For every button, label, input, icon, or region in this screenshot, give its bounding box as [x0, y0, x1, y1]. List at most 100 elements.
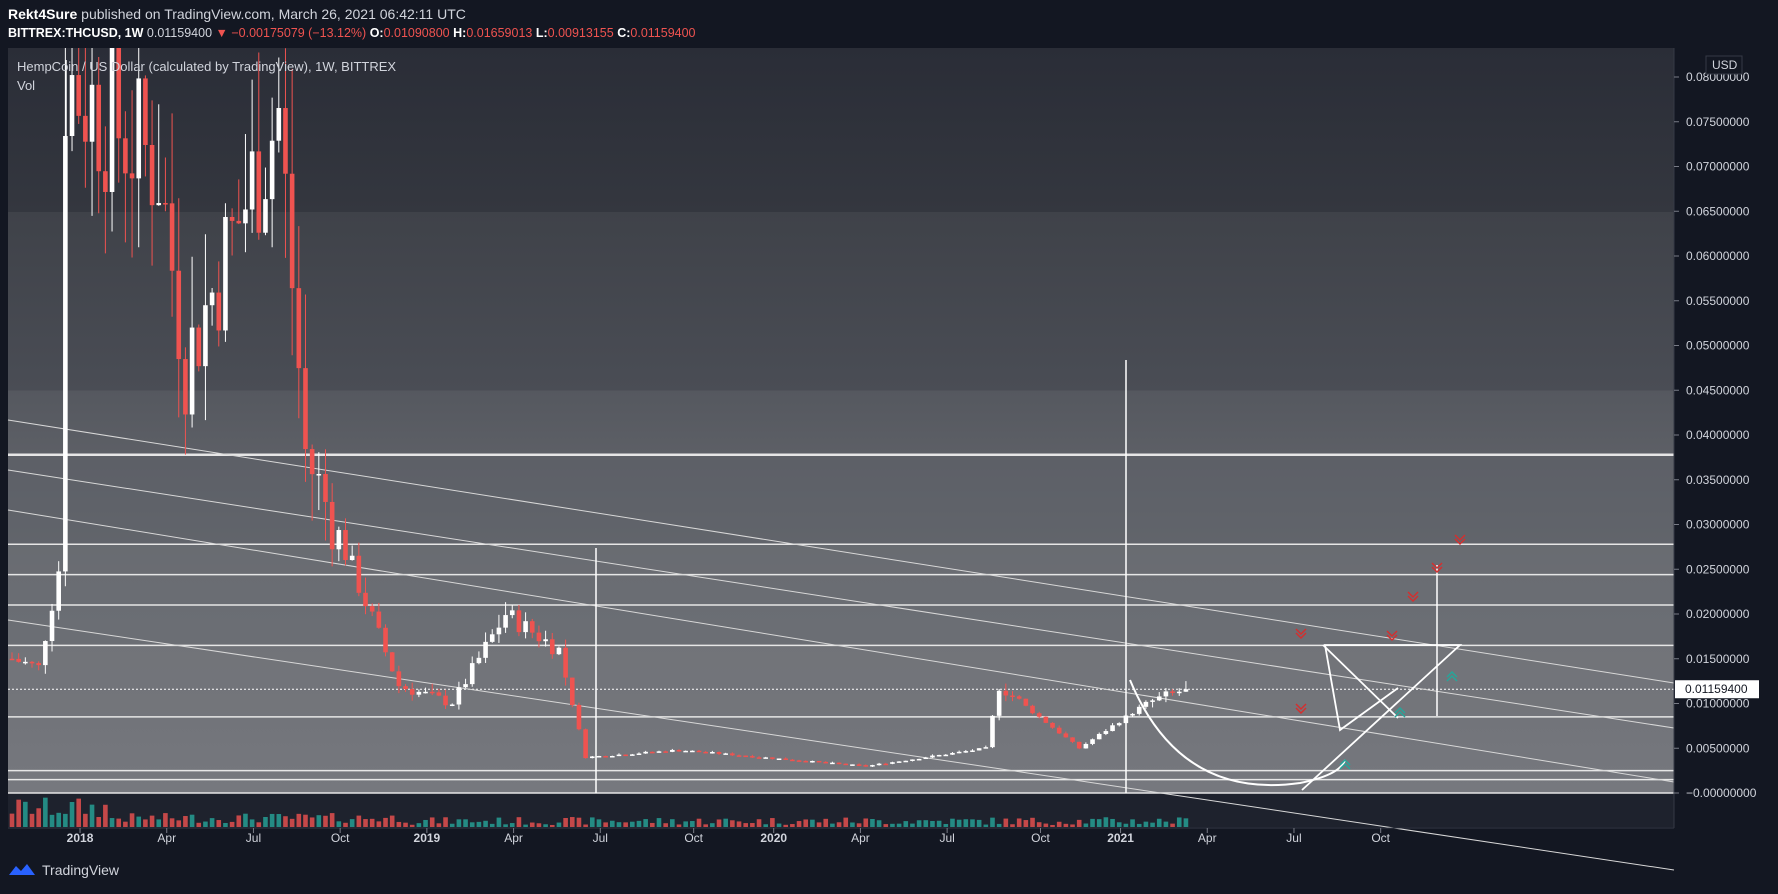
price-tick-label: 0.04000000	[1686, 428, 1750, 442]
published-text: published on TradingView.com, March 26, …	[81, 6, 466, 22]
candle-body	[316, 474, 322, 476]
volume-bar	[690, 821, 695, 827]
candle-body	[169, 203, 175, 271]
candle-body	[89, 84, 95, 142]
volume-bars	[9, 797, 1189, 827]
volume-bar	[169, 818, 175, 827]
volume-bar	[123, 821, 128, 827]
volume-bar	[389, 815, 395, 827]
candle-body	[1130, 713, 1135, 716]
volume-bar	[463, 819, 468, 827]
candle-body	[976, 748, 982, 751]
volume-bar	[189, 814, 195, 827]
volume-bar	[1096, 819, 1102, 827]
price-tick-label: −0.00000000	[1686, 786, 1757, 800]
volume-bar	[776, 823, 782, 827]
close-value: 0.01159400	[630, 26, 696, 40]
candle-body	[983, 747, 989, 749]
volume-bar	[983, 824, 989, 827]
volume-bar	[323, 815, 328, 827]
candle-body	[1056, 727, 1062, 734]
candle-body	[56, 571, 61, 611]
candle-body	[456, 687, 462, 705]
time-tick-label: Apr	[1198, 831, 1217, 845]
volume-bar	[610, 820, 615, 827]
volume-bar	[543, 824, 548, 827]
candle-body	[383, 627, 388, 653]
volume-bar	[823, 818, 829, 827]
volume-bar	[496, 817, 502, 827]
footer-brand[interactable]: TradingView	[8, 862, 119, 878]
volume-bar	[623, 822, 628, 827]
candle-body	[576, 704, 582, 730]
volume-bar	[723, 818, 728, 827]
volume-bar	[43, 797, 48, 827]
currency-box[interactable]: USD	[1705, 55, 1743, 75]
volume-bar	[329, 813, 335, 827]
volume-bar	[269, 813, 275, 827]
volume-bar	[109, 818, 115, 827]
range-band	[8, 454, 1674, 545]
candle-body	[796, 760, 802, 762]
triangle-pattern	[1301, 644, 1463, 791]
range-band	[8, 645, 1674, 717]
candle-body	[496, 627, 502, 635]
volume-bar	[16, 799, 21, 827]
candle-body	[1076, 741, 1082, 749]
candle-body	[223, 216, 228, 331]
volume-bar	[283, 816, 288, 827]
candle-body	[1136, 706, 1142, 714]
candle-body	[876, 763, 882, 766]
volume-bar	[696, 818, 702, 827]
down-arrow-icon	[1431, 562, 1443, 574]
volume-bar	[996, 823, 1002, 827]
volume-bar	[563, 818, 568, 827]
candle-body	[690, 750, 695, 753]
volume-bar	[603, 822, 608, 827]
volume-bar	[89, 804, 95, 827]
volume-bar	[436, 823, 442, 827]
time-tick-label: Jul	[1286, 831, 1301, 845]
candle-body	[123, 138, 128, 174]
time-axis: 2018 Apr Jul Oct 2019 Apr Jul Oct 2020 Apr Jul Oct 2…	[8, 827, 1674, 845]
volume-bar	[1030, 817, 1035, 827]
volume-bar	[276, 814, 282, 827]
range-band	[8, 544, 1674, 646]
candle-body	[656, 751, 662, 753]
volume-bar	[1156, 818, 1162, 827]
volume-bar	[923, 820, 929, 827]
volume-bar	[596, 819, 602, 827]
author-name[interactable]: Rekt4Sure	[8, 6, 78, 22]
candle-body	[936, 754, 942, 757]
candle-body	[196, 327, 202, 367]
candle-body	[309, 449, 315, 475]
time-tick-label: 2020	[760, 831, 787, 845]
candle-body	[950, 752, 955, 755]
change-text: ▼ −0.00175079 (−13.12%)	[215, 26, 367, 40]
candle-body	[329, 501, 335, 550]
candle-body	[136, 78, 142, 179]
price-tick-label: 0.02000000	[1686, 607, 1750, 621]
candle-body	[963, 751, 969, 753]
volume-bar	[396, 821, 402, 827]
volume-bar	[369, 818, 375, 827]
price-tick-label: 0.06500000	[1686, 204, 1750, 218]
drawings	[65, 60, 1466, 793]
candle-body	[423, 691, 428, 694]
last-price-tag: 0.01159400	[1675, 680, 1759, 699]
low-label: L:	[535, 26, 548, 40]
time-tick-label: 2021	[1107, 831, 1134, 845]
volume-bar	[790, 824, 795, 827]
candle-body	[203, 305, 208, 367]
candle-body	[956, 751, 962, 754]
candle-body	[49, 610, 55, 642]
candle-body	[29, 661, 35, 664]
price-tick-label: 0.02500000	[1686, 562, 1750, 576]
candle-body	[710, 752, 715, 754]
candle-body	[396, 671, 402, 687]
volume-bar	[1056, 821, 1062, 827]
price-tick-label: 0.05000000	[1686, 339, 1750, 353]
high-value: 0.01659013	[466, 26, 533, 40]
candle-body	[23, 661, 28, 664]
